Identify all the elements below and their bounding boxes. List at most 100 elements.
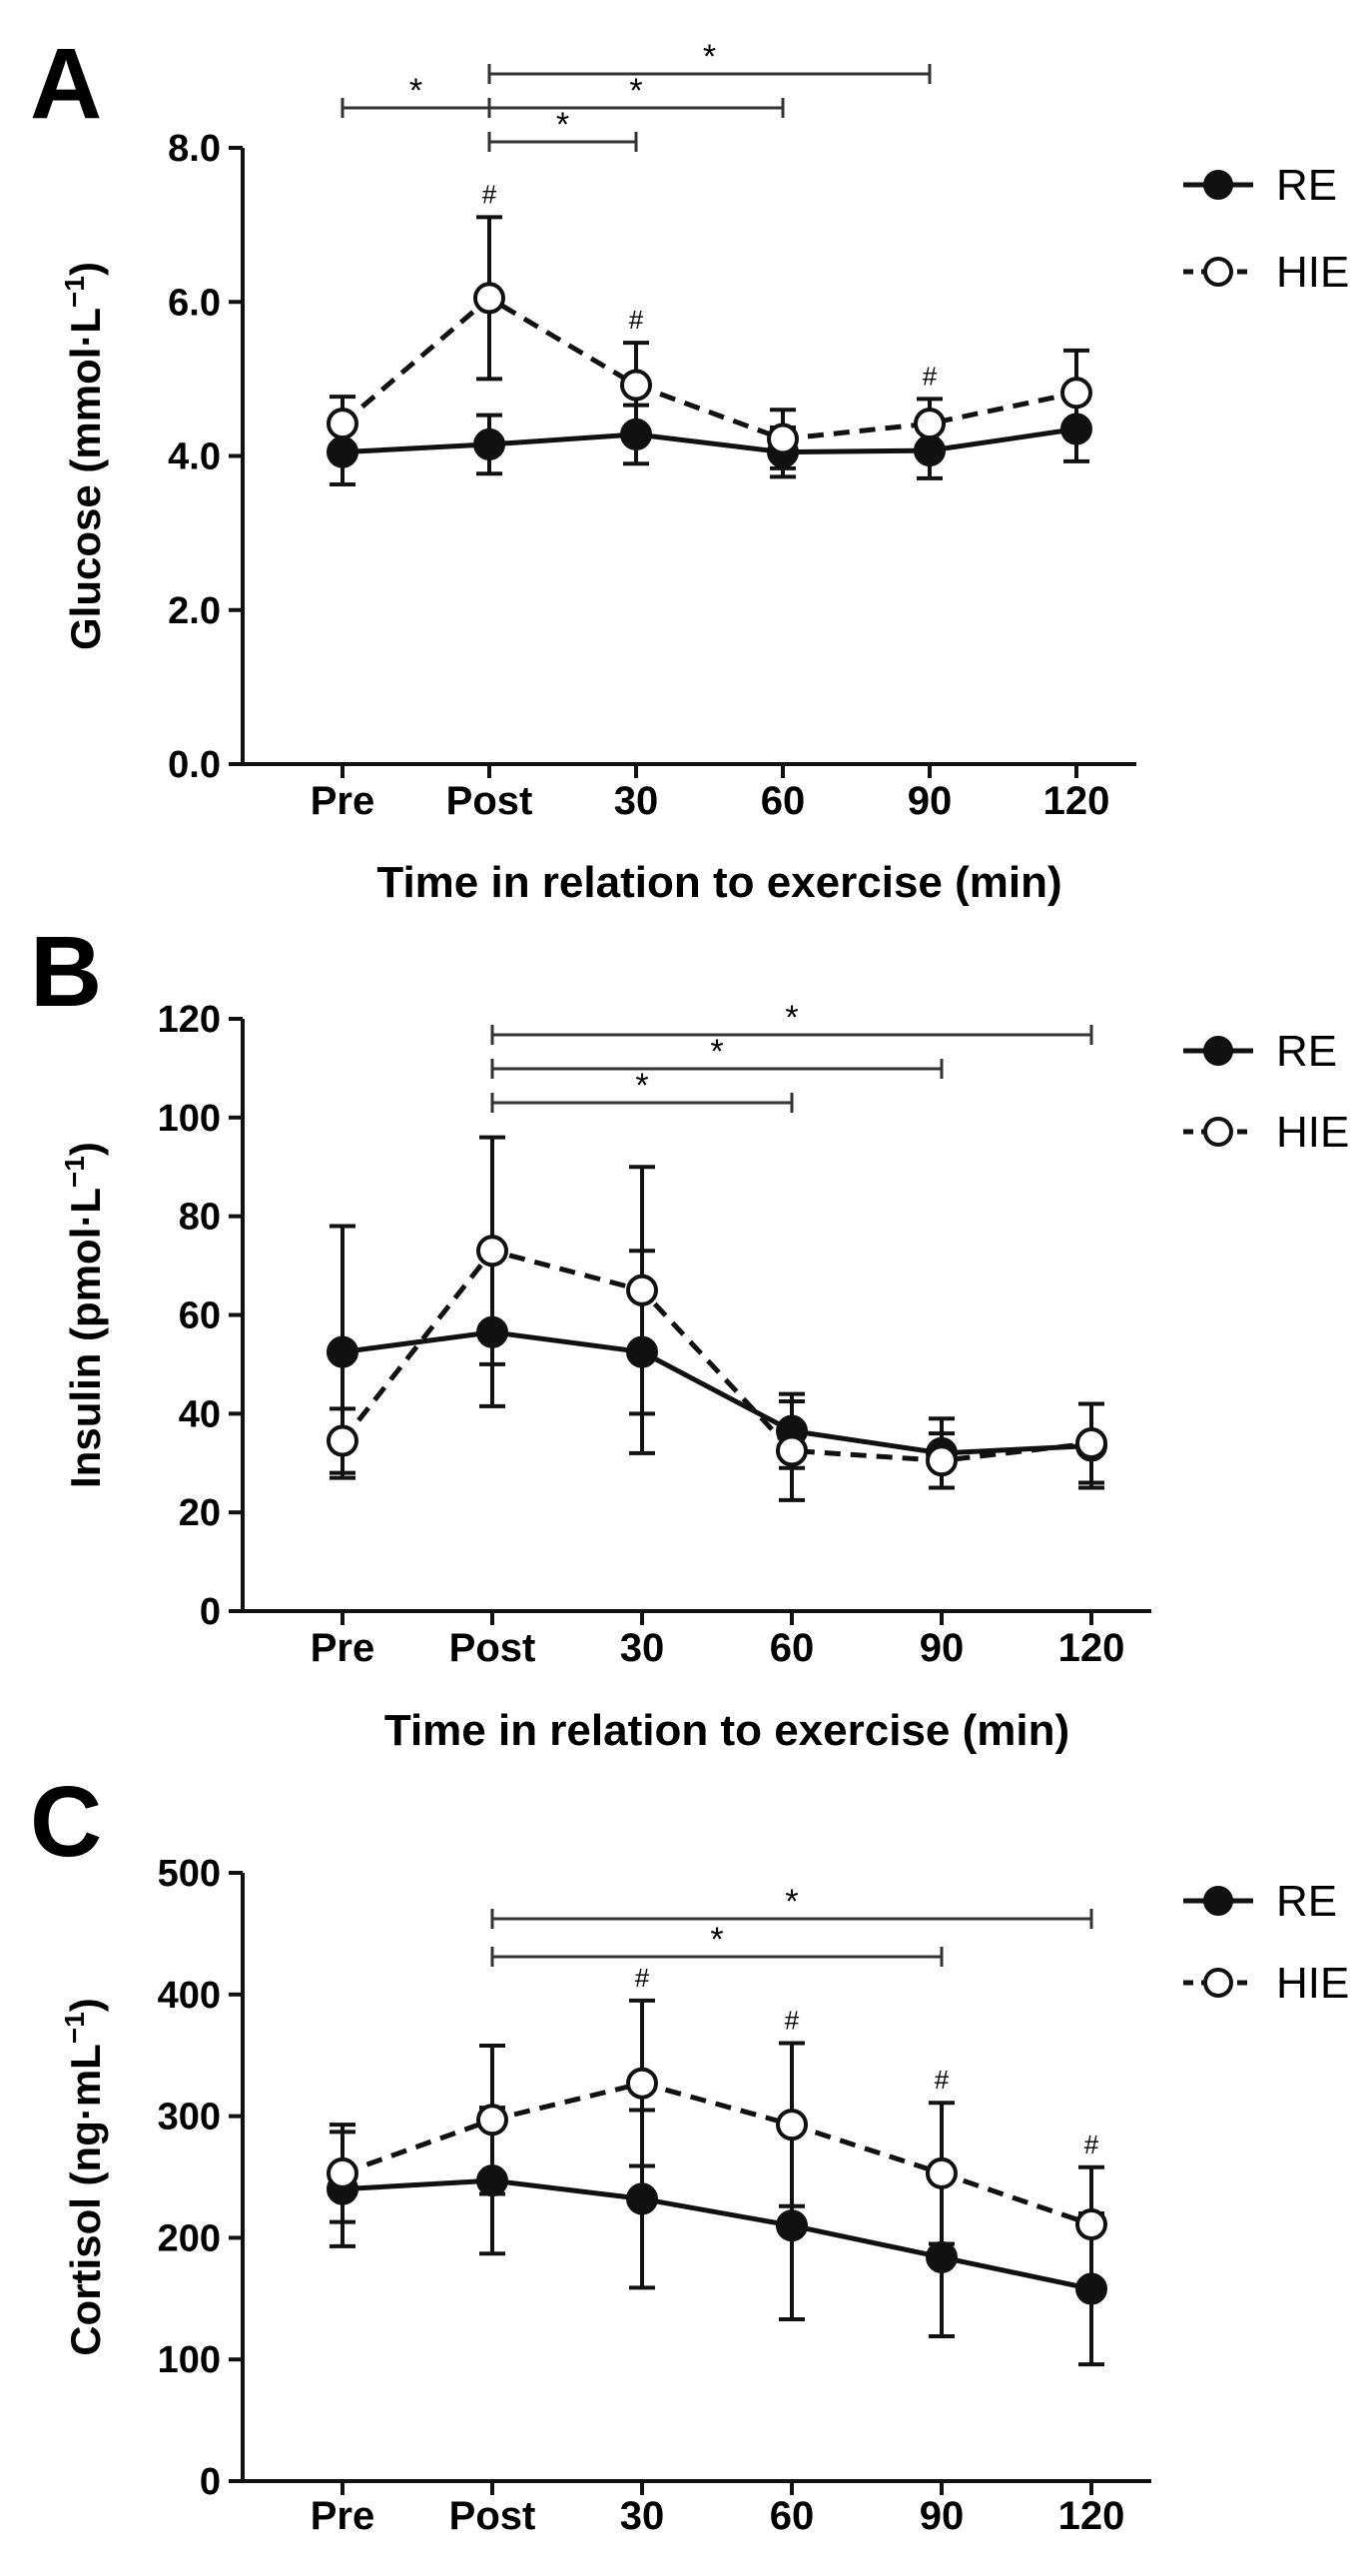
data-point-re xyxy=(476,1315,508,1348)
legend-marker-hie xyxy=(1203,257,1233,287)
x-tick-label: 120 xyxy=(1058,2494,1125,2538)
significance-star: * xyxy=(629,72,642,110)
series-line-hie xyxy=(342,2081,1092,2227)
data-point-hie xyxy=(776,2109,808,2142)
y-tick-label: 40 xyxy=(179,1393,221,1435)
series-line-re xyxy=(342,2177,1092,2292)
y-axis-title-main: Glucose (mmol·L xyxy=(62,308,109,650)
series-line-hie xyxy=(341,295,1077,442)
legend-label-re: RE xyxy=(1276,1877,1337,1926)
x-tick-label: 30 xyxy=(614,779,659,823)
data-point-hie xyxy=(767,423,799,455)
data-point-re xyxy=(1060,413,1092,445)
y-tick-label: 8.0 xyxy=(168,128,221,170)
panel-c: C 0 100 200 300 400 500 Pre Post 30 60 90 120 Time in… xyxy=(30,1766,1349,2576)
data-point-hie xyxy=(476,2104,508,2137)
y-tick-label: 400 xyxy=(158,1975,221,2017)
significance-star: * xyxy=(785,1883,798,1921)
data-point-re xyxy=(327,1335,358,1368)
data-point-re xyxy=(327,435,358,468)
data-point-hie xyxy=(327,1424,358,1457)
x-tick-label: Post xyxy=(449,2494,536,2538)
significance-star: * xyxy=(710,1921,723,1959)
data-point-hie xyxy=(914,408,946,440)
y-tick-label: 100 xyxy=(158,1098,221,1140)
panel-letter: C xyxy=(30,1766,102,1878)
y-tick-label: 80 xyxy=(179,1197,221,1239)
data-point-hie xyxy=(1075,2208,1107,2241)
series-line-hie xyxy=(341,1248,1092,1463)
y-tick-label: 100 xyxy=(158,2339,221,2381)
data-point-re xyxy=(626,2182,658,2215)
y-axis-title: Cortisol (ng·mL−1) xyxy=(59,1998,109,2356)
data-point-hie xyxy=(327,2156,358,2189)
data-point-re xyxy=(776,2209,808,2242)
data-point-hie xyxy=(327,408,358,440)
x-tick-label: Pre xyxy=(311,2494,375,2538)
y-tick-label: 300 xyxy=(158,2097,221,2139)
y-axis-title-close: ) xyxy=(62,1142,109,1156)
legend-marker-hie xyxy=(1203,1117,1233,1147)
significance-star: * xyxy=(556,106,569,144)
panel-letter: A xyxy=(30,28,102,140)
hash-mark: # xyxy=(635,1963,650,1993)
series-line-re xyxy=(342,427,1077,455)
x-tick-label: 60 xyxy=(770,1626,815,1670)
data-point-hie xyxy=(626,1274,658,1306)
y-tick-label: 0 xyxy=(200,2461,221,2503)
data-point-re xyxy=(926,2240,958,2273)
data-point-hie xyxy=(776,1434,808,1467)
x-tick-label: 90 xyxy=(920,2494,965,2538)
x-tick-label: 90 xyxy=(920,1626,965,1670)
y-axis-title: Glucose (mmol·L−1) xyxy=(59,262,109,650)
legend-label-hie: HIE xyxy=(1276,1108,1349,1157)
hash-mark: # xyxy=(482,179,497,209)
data-point-hie xyxy=(926,1444,958,1477)
hash-mark: # xyxy=(629,305,644,335)
data-point-hie xyxy=(476,1235,508,1268)
y-axis-title-sup: −1 xyxy=(59,2012,90,2044)
significance-star: * xyxy=(785,999,798,1037)
y-tick-label: 500 xyxy=(158,1853,221,1895)
significance-star: * xyxy=(409,72,422,110)
x-tick-label: 90 xyxy=(908,779,953,823)
y-tick-label: 120 xyxy=(158,999,221,1041)
y-tick-label: 4.0 xyxy=(168,436,221,478)
y-tick-label: 200 xyxy=(158,2217,221,2259)
data-point-re xyxy=(1075,2272,1107,2305)
legend-label-re: RE xyxy=(1276,161,1337,210)
y-tick-label: 0.0 xyxy=(168,744,221,786)
significance-star: * xyxy=(703,38,716,76)
data-point-hie xyxy=(626,2067,658,2100)
hash-mark: # xyxy=(935,2065,950,2095)
y-tick-label: 2.0 xyxy=(168,590,221,632)
hash-mark: # xyxy=(923,361,938,391)
x-axis-title: Time in relation to exercise (min) xyxy=(384,1706,1069,1755)
significance-star: * xyxy=(710,1033,723,1071)
y-axis-title: Insulin (pmol·L−1) xyxy=(59,1142,109,1488)
panel-b: B 0 20 40 60 80 100 120 Pre Post 30 60 90 120 Time in … xyxy=(30,916,1349,1755)
legend-label-hie: HIE xyxy=(1276,248,1349,297)
y-tick-label: 20 xyxy=(179,1492,221,1534)
data-point-hie xyxy=(926,2156,958,2189)
y-axis-title-main: Insulin (pmol·L xyxy=(62,1188,109,1488)
y-tick-label: 6.0 xyxy=(168,282,221,324)
y-axis-title-close: ) xyxy=(62,1998,109,2012)
legend-label-hie: HIE xyxy=(1276,1959,1349,2008)
x-tick-label: 120 xyxy=(1058,1626,1125,1670)
x-tick-label: 60 xyxy=(770,2494,815,2538)
y-tick-label: 0 xyxy=(200,1591,221,1633)
data-point-hie xyxy=(473,282,505,315)
legend-marker-hie xyxy=(1203,1968,1233,1998)
x-tick-label: 30 xyxy=(620,2494,665,2538)
data-point-re xyxy=(914,434,946,467)
y-axis-title-sup: −1 xyxy=(59,276,90,308)
x-tick-label: Post xyxy=(449,1626,536,1670)
legend-marker-re xyxy=(1203,1886,1233,1916)
x-tick-label: 60 xyxy=(761,779,806,823)
panel-letter: B xyxy=(30,916,102,1028)
data-point-hie xyxy=(620,369,652,402)
legend-label-re: RE xyxy=(1276,1027,1337,1076)
legend-marker-re xyxy=(1203,170,1233,200)
x-axis-title: Time in relation to exercise (min) xyxy=(376,858,1061,907)
